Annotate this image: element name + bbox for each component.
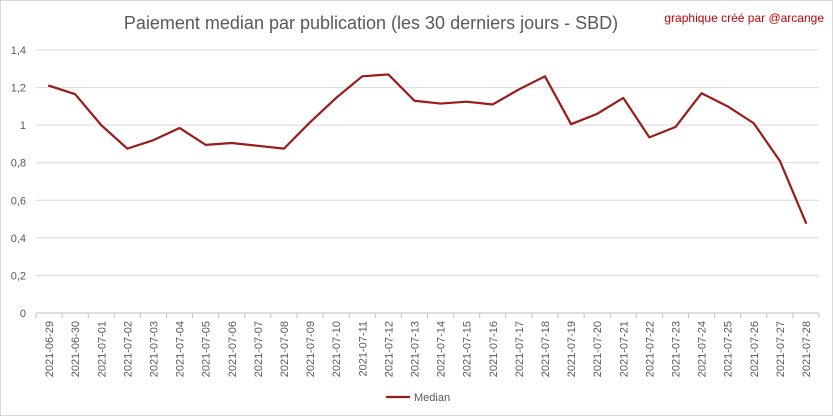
- y-tick-label: 0,2: [11, 270, 26, 282]
- data-point: [491, 103, 494, 106]
- y-tick-label: 1,4: [11, 45, 26, 57]
- x-tick-label: 2021-06-30: [70, 321, 82, 377]
- data-point: [335, 96, 338, 99]
- x-tick-label: 2021-07-27: [775, 321, 787, 377]
- data-point: [282, 147, 285, 150]
- data-point: [74, 93, 77, 96]
- x-tick-label: 2021-07-21: [618, 321, 630, 377]
- x-tick-label: 2021-07-15: [462, 321, 474, 377]
- x-tick-label: 2021-07-01: [96, 321, 108, 377]
- data-point: [361, 75, 364, 78]
- x-tick-label: 2021-07-03: [148, 321, 160, 377]
- x-tick-label: 2021-07-17: [514, 321, 526, 377]
- x-tick-label: 2021-07-09: [305, 321, 317, 377]
- x-tick-label: 2021-07-07: [253, 321, 265, 377]
- x-tick-label: 2021-07-05: [201, 321, 213, 377]
- x-tick-label: 2021-07-11: [357, 321, 369, 376]
- x-tick-label: 2021-07-13: [409, 321, 421, 377]
- data-point: [126, 147, 129, 150]
- data-point: [439, 102, 442, 105]
- y-tick-label: 0,6: [11, 195, 26, 207]
- data-point: [100, 124, 103, 127]
- x-tick-label: 2021-07-16: [488, 321, 500, 377]
- legend-label: Median: [414, 392, 450, 404]
- x-tick-label: 2021-07-06: [227, 321, 239, 377]
- data-point: [256, 144, 259, 147]
- x-tick-label: 2021-06-29: [44, 321, 56, 377]
- x-tick-label: 2021-07-25: [723, 321, 735, 377]
- x-tick-label: 2021-07-28: [801, 321, 813, 377]
- y-tick-label: 1: [20, 120, 26, 132]
- x-tick-label: 2021-07-04: [175, 321, 187, 377]
- x-tick-label: 2021-07-24: [697, 321, 709, 377]
- data-point: [204, 143, 207, 146]
- data-point: [152, 139, 155, 142]
- x-tick-label: 2021-07-18: [540, 321, 552, 377]
- data-point: [48, 84, 51, 87]
- x-tick-label: 2021-07-19: [566, 321, 578, 377]
- y-tick-label: 0,4: [11, 233, 26, 245]
- series-line-median: [47, 73, 808, 224]
- y-tick-label: 0,8: [11, 158, 26, 170]
- x-tick-label: 2021-07-12: [383, 321, 395, 377]
- data-point: [387, 73, 390, 76]
- data-point: [726, 105, 729, 108]
- x-tick-label: 2021-07-10: [331, 321, 343, 377]
- x-tick-label: 2021-07-22: [644, 321, 656, 377]
- data-point: [622, 96, 625, 99]
- data-point: [413, 99, 416, 102]
- data-point: [517, 88, 520, 91]
- x-tick-label: 2021-07-14: [436, 321, 448, 377]
- chart-credit: graphique créé par @arcange: [664, 11, 824, 25]
- x-tick-label: 2021-07-02: [122, 321, 134, 377]
- data-point: [648, 136, 651, 139]
- x-tick-label: 2021-07-26: [749, 321, 761, 377]
- data-point: [465, 100, 468, 103]
- data-point: [230, 141, 233, 144]
- data-point: [674, 126, 677, 129]
- data-point: [752, 122, 755, 125]
- data-point: [778, 159, 781, 162]
- data-point: [178, 126, 181, 129]
- x-tick-label: 2021-07-08: [279, 321, 291, 377]
- x-tick-label: 2021-07-23: [670, 321, 682, 377]
- y-tick-label: 0: [20, 308, 26, 320]
- data-point: [700, 92, 703, 95]
- data-point: [543, 75, 546, 78]
- x-tick-label: 2021-07-20: [592, 321, 604, 377]
- chart-title: Paiement median par publication (les 30 …: [123, 13, 619, 33]
- data-point: [596, 112, 599, 115]
- data-point: [309, 121, 312, 124]
- data-point: [570, 123, 573, 126]
- y-tick-label: 1,2: [11, 83, 26, 95]
- data-point: [804, 221, 807, 224]
